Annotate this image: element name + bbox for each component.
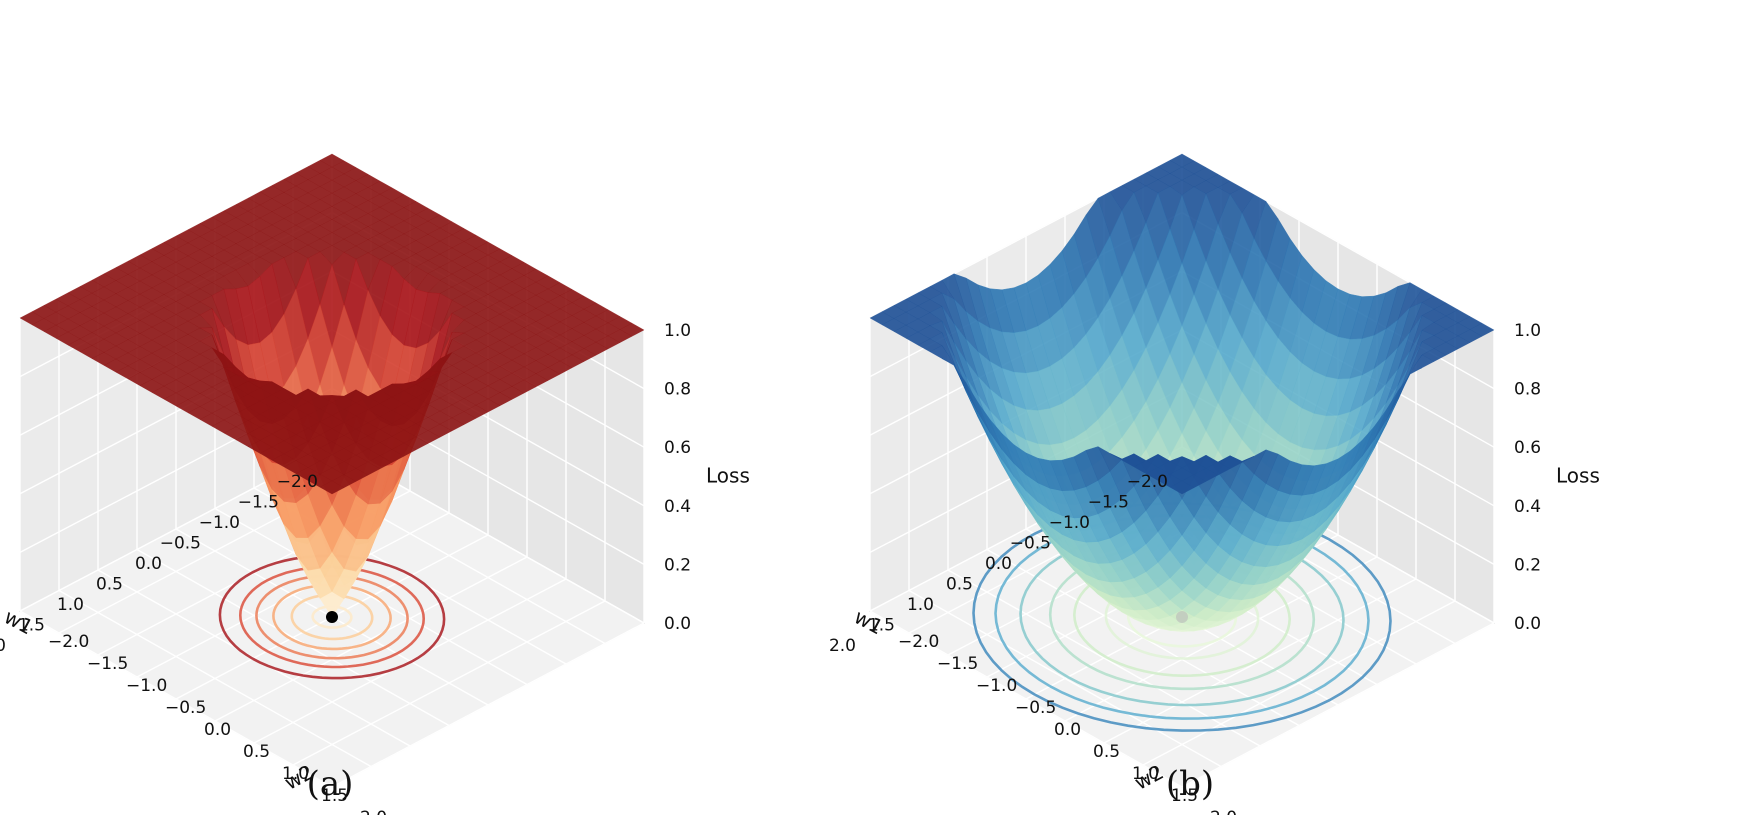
y-tick-label: −0.5 <box>165 698 206 718</box>
y-tick-label: 0.0 <box>1054 720 1081 740</box>
x-tick-label: 0.0 <box>135 554 162 574</box>
x-tick-label: 2.0 <box>829 636 856 656</box>
x-tick-label: −2.0 <box>1127 472 1168 492</box>
z-tick-label: 0.0 <box>664 614 691 634</box>
z-tick-label: 0.6 <box>1514 438 1541 458</box>
contour-line <box>238 565 426 669</box>
minimum-point <box>1176 611 1188 623</box>
floor-gridline <box>947 569 1261 747</box>
tick-labels: −2.0−1.5−1.0−0.50.00.51.01.52.0−2.0−1.5−… <box>829 321 1541 815</box>
x-tick-label: −1.5 <box>238 493 279 513</box>
x-tick-label: −0.5 <box>160 534 201 554</box>
z-axis-label: Loss <box>706 464 750 488</box>
minimum-point <box>326 611 338 623</box>
y-tick-label: 2.0 <box>360 808 387 815</box>
contour-line <box>311 605 353 629</box>
z-tick-label: 0.2 <box>664 555 691 575</box>
floor-gridline <box>1142 600 1456 766</box>
z-tick-label: 1.0 <box>1514 321 1541 341</box>
y-tick-label: 1.5 <box>321 786 348 806</box>
panel-b: −2.0−1.5−1.0−0.50.00.51.01.52.0 −2.0−1.5−… <box>829 153 1600 815</box>
y-tick-label: 0.0 <box>204 720 231 740</box>
y-tick-label: 0.5 <box>243 742 270 762</box>
y-tick-label: 1.0 <box>1132 764 1159 784</box>
y-tick-label: −2.0 <box>898 632 939 652</box>
z-tick-label: 0.2 <box>1514 555 1541 575</box>
surface-facet <box>319 480 345 495</box>
x-tick-label: −2.0 <box>277 472 318 492</box>
z-tick-label: 0.4 <box>1514 497 1541 517</box>
floor-gridline <box>1181 622 1495 788</box>
x-tick-label: 1.0 <box>907 595 934 615</box>
surface-facet <box>1169 480 1195 495</box>
z-tick-label: 0.4 <box>664 497 691 517</box>
y-tick-label: 1.0 <box>282 764 309 784</box>
y-tick-label: −1.5 <box>937 654 978 674</box>
z-tick-label: 0.8 <box>664 380 691 400</box>
y-tick-label: 1.5 <box>1171 786 1198 806</box>
z-tick-label: 1.0 <box>664 321 691 341</box>
floor-gridline <box>331 622 645 788</box>
floor-gridline <box>136 548 450 727</box>
panel-a: −2.0−1.5−1.0−0.50.00.51.01.52.0−2.0−1.5−… <box>0 153 750 815</box>
x-tick-label: 0.5 <box>96 575 123 595</box>
x-tick-label: −1.0 <box>1049 513 1090 533</box>
floor-gridline <box>869 610 1183 788</box>
x-tick-label: −1.5 <box>1088 493 1129 513</box>
contour-line <box>255 574 409 660</box>
contour-line <box>994 514 1370 720</box>
z-tick-label: 0.6 <box>664 438 691 458</box>
x-tick-label: 0.5 <box>946 575 973 595</box>
y-tick-label: 0.5 <box>1093 742 1120 762</box>
floor-gridline <box>292 600 606 766</box>
x-tick-label: 0.0 <box>985 554 1012 574</box>
z-axis-label: Loss <box>1556 464 1600 488</box>
x-tick-label: −1.0 <box>199 513 240 533</box>
panel-caption: (a) <box>307 764 354 804</box>
contour-line <box>290 593 374 641</box>
floor-gridline <box>908 589 1222 768</box>
x-tick-label: 1.5 <box>18 616 45 636</box>
floor-gridline <box>214 556 528 722</box>
x-tick-label: 2.0 <box>0 636 6 656</box>
contour-line <box>218 554 446 680</box>
z-tick-label: 0.0 <box>1514 614 1541 634</box>
panel-caption: (b) <box>1166 764 1214 804</box>
contour-lines <box>218 554 446 680</box>
floor-gridline <box>58 589 372 768</box>
x-tick-label: 1.5 <box>868 616 895 636</box>
contour-line <box>972 502 1392 732</box>
y-tick-label: −0.5 <box>1015 698 1056 718</box>
contour-line <box>272 583 392 651</box>
floor-gridline <box>1103 578 1417 744</box>
y-tick-label: −1.0 <box>976 676 1017 696</box>
x-tick-label: −0.5 <box>1010 534 1051 554</box>
y-tick-label: 2.0 <box>1210 808 1237 815</box>
surface <box>19 153 645 618</box>
y-tick-label: −2.0 <box>48 632 89 652</box>
x-tick-label: 1.0 <box>57 595 84 615</box>
y-tick-label: −1.0 <box>126 676 167 696</box>
y-tick-label: −1.5 <box>87 654 128 674</box>
floor-gridline <box>19 610 333 788</box>
tick-labels: −2.0−1.5−1.0−0.50.00.51.01.52.0−2.0−1.5−… <box>0 321 691 815</box>
surface <box>869 153 1495 632</box>
z-tick-label: 0.8 <box>1514 380 1541 400</box>
